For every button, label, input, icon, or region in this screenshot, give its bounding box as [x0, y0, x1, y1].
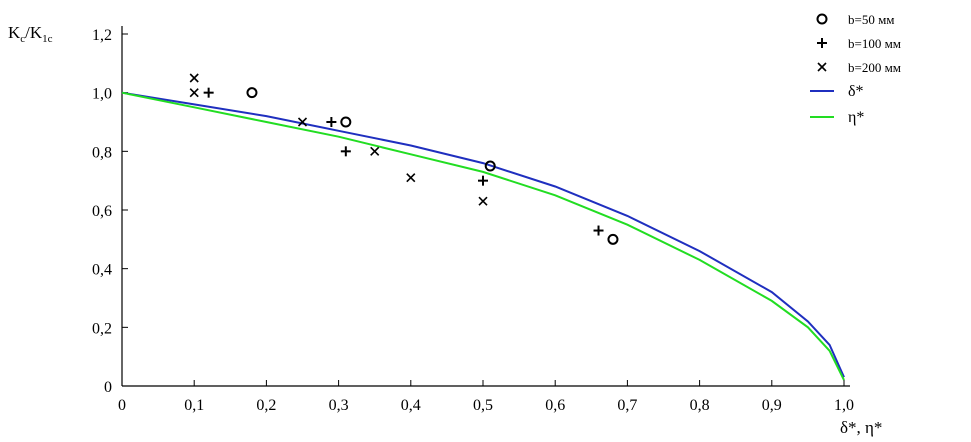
data-point-circle: [340, 116, 352, 128]
y-tick-label: 1,2: [92, 27, 112, 44]
data-point-circle: [484, 160, 496, 172]
data-point-x: [297, 117, 308, 127]
legend-marker-x: [817, 62, 827, 72]
data-point-circle: [607, 233, 619, 245]
x-tick-label: 0,8: [690, 397, 710, 414]
curve-line: [121, 91, 845, 381]
x-tick-label: 0,5: [473, 397, 493, 414]
curves: [121, 91, 845, 381]
x-tick-label: 0,3: [329, 397, 349, 414]
x-tick-label: 0,6: [545, 397, 565, 414]
data-point-plus: [593, 225, 604, 236]
data-point-x: [370, 146, 380, 156]
legend-label: δ*: [848, 83, 864, 100]
x-axis-label: δ*, η*: [840, 418, 882, 437]
data-point-plus: [340, 146, 351, 157]
x-tick-label: 0,1: [184, 397, 204, 414]
data-point-plus: [203, 87, 214, 98]
y-ticks: 0 0,2 0,4 0,6 0,8 1,0 1,2: [92, 27, 128, 396]
data-point-x: [189, 73, 199, 83]
legend-label: b=100 мм: [848, 36, 901, 51]
y-tick-label: 0,4: [92, 262, 112, 279]
x-tick-label: 0,2: [256, 397, 276, 414]
y-tick-label: 1,0: [92, 86, 112, 103]
data-point-plus: [326, 117, 337, 127]
y-tick-label: 0: [104, 379, 112, 396]
x-ticks: 0 0,1 0,2 0,3 0,4 0,5 0,6 0,7 0,8 0,9 1,0: [118, 380, 854, 414]
x-tick-label: 0,9: [762, 397, 782, 414]
data-point-circle: [246, 87, 258, 99]
x-tick-label: 1,0: [834, 397, 854, 414]
legend-marker-plus: [817, 38, 827, 48]
y-axis-label: Kc/K1c: [8, 23, 53, 45]
data-point-plus: [478, 175, 488, 186]
legend-label: b=50 мм: [848, 12, 895, 27]
x-tick-label: 0,7: [617, 397, 637, 414]
x-tick-label: 0: [118, 397, 126, 414]
x-tick-label: 0,4: [401, 397, 421, 414]
markers: [189, 73, 619, 245]
legend-label: η*: [848, 109, 864, 126]
y-tick-label: 0,8: [92, 144, 112, 161]
data-point-x: [406, 173, 416, 183]
legend-marker-circle: [816, 13, 828, 25]
y-tick-label: 0,2: [92, 320, 112, 337]
y-tick-label: 0,6: [92, 203, 112, 220]
data-point-x: [478, 196, 488, 206]
axes: [121, 26, 850, 387]
data-point-x: [189, 88, 199, 98]
legend: b=50 мм b=100 мм b=200 мм δ* η*: [810, 12, 901, 126]
curve-line: [121, 91, 845, 378]
legend-label: b=200 мм: [848, 60, 901, 75]
